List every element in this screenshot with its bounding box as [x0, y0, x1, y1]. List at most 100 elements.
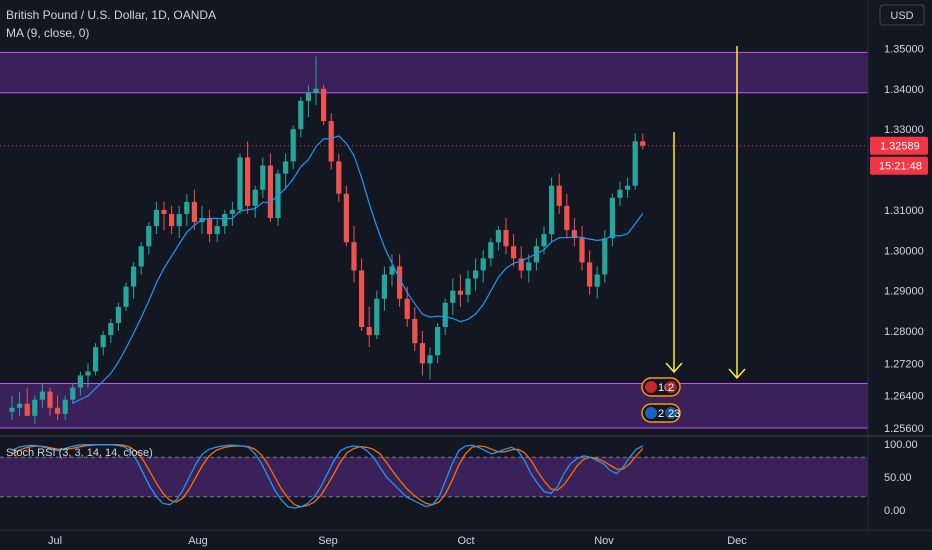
price-tick-label: 1.35000 [884, 43, 924, 55]
candle-body [374, 298, 380, 336]
candle-body [229, 209, 235, 214]
candle-body [115, 306, 121, 323]
grid-layer [0, 0, 932, 531]
gb-events-flag-icon [645, 381, 657, 393]
candle-body [609, 197, 615, 239]
candle-body [214, 226, 220, 235]
candle-body [24, 403, 30, 416]
candle-body [571, 230, 577, 239]
candle-body [336, 161, 342, 194]
candle-body [146, 226, 152, 247]
projection-arrow-head-0 [665, 362, 683, 374]
price-tick-label: 1.29000 [884, 286, 924, 298]
candle-body [298, 100, 304, 130]
candle-body [207, 217, 213, 235]
time-tick-label: Sep [318, 535, 338, 547]
currency-button[interactable] [879, 4, 925, 26]
candle-body [237, 157, 243, 210]
zones-layer [0, 51, 868, 498]
candle-body [153, 209, 159, 227]
candle-body [594, 274, 600, 287]
candle-body [343, 193, 349, 243]
candle-body [564, 205, 570, 231]
stoch-k-line [11, 444, 644, 509]
candle-body [260, 165, 266, 190]
arrows-layer [665, 46, 746, 380]
candle-body [457, 290, 463, 295]
axes-layer: 1.360001.350001.340001.330001.310001.300… [48, 3, 928, 547]
candle-body [245, 157, 251, 206]
candle-body [625, 185, 631, 190]
stoch-tick-label: 50.00 [884, 472, 912, 484]
candle-body [389, 266, 395, 275]
us-events-flag2-icon [665, 407, 677, 419]
candle-body [176, 213, 182, 227]
candle-body [442, 302, 448, 328]
price-tick-label: 1.26400 [884, 391, 924, 403]
candle-body [267, 165, 273, 218]
candle-body [480, 258, 486, 271]
candle-body [412, 318, 418, 344]
us-events-flag-icon [645, 407, 657, 419]
current-price-label: 1.32589 [880, 141, 920, 153]
candle-body [473, 270, 479, 279]
stoch-band [0, 457, 868, 497]
zone-1 [0, 383, 868, 428]
candle-body [252, 189, 258, 206]
candle-body [579, 238, 585, 263]
candle-body [313, 88, 319, 93]
candle-body [131, 266, 137, 287]
price-tick-label: 1.33000 [884, 124, 924, 136]
time-tick-label: Oct [457, 535, 474, 547]
stoch-tick-label: 0.00 [884, 505, 905, 517]
candle-body [290, 129, 296, 162]
candle-body [123, 286, 129, 307]
candle-body [511, 246, 517, 259]
candle-body [419, 343, 425, 364]
symbol-title: British Pound / U.S. Dollar, 1D, OANDA [6, 8, 216, 22]
gb-events-flag2-icon [665, 381, 677, 393]
candle-body [328, 121, 334, 162]
zone-0 [0, 52, 868, 93]
price-tick-label: 1.27200 [884, 358, 924, 370]
candle-body [495, 230, 501, 243]
candle-body [526, 262, 532, 271]
candle-body [55, 407, 61, 414]
candle-body [549, 185, 555, 235]
candle-body [169, 213, 175, 227]
candle-body [404, 298, 410, 319]
candle-body [465, 278, 471, 295]
candle-body [9, 407, 15, 412]
candle-body [435, 327, 441, 356]
candle-body [450, 290, 456, 303]
currency-label: USD [890, 10, 913, 22]
current-price-tag [870, 136, 928, 155]
time-tick-label: Dec [727, 535, 747, 547]
candle-body [62, 399, 68, 414]
candle-body [640, 141, 646, 146]
time-tick-label: Aug [188, 535, 208, 547]
gb-events-count2: 2 [668, 382, 674, 394]
candle-body [32, 399, 38, 416]
candle-body [191, 201, 197, 223]
ma-legend: MA (9, close, 0) [6, 26, 89, 40]
candle-body [632, 141, 638, 186]
candle-body [85, 371, 91, 376]
candle-body [359, 270, 365, 328]
candle-body [108, 322, 114, 336]
candle-body [17, 403, 23, 408]
countdown-tag [870, 156, 928, 175]
candle-body [397, 266, 403, 299]
us-events-count2: 23 [668, 408, 680, 420]
candle-body [39, 391, 45, 400]
candle-body [100, 335, 106, 348]
candle-body [541, 234, 547, 247]
candle-body [518, 258, 524, 271]
candle-body [47, 391, 53, 408]
ma-line [72, 135, 644, 404]
countdown-label: 15:21:48 [879, 161, 922, 173]
time-tick-label: Nov [594, 535, 614, 547]
